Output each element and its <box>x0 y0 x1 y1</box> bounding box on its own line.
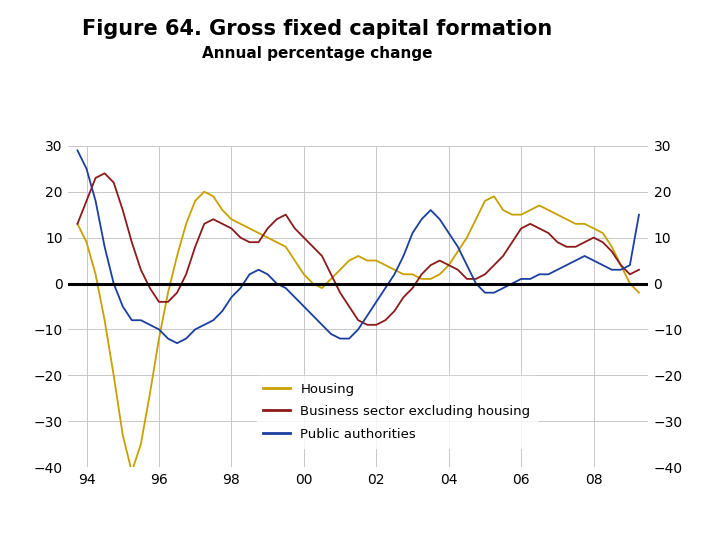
Housing <box>372 258 381 264</box>
Housing <box>200 188 209 195</box>
Business sector excluding housing <box>372 321 381 328</box>
Line: Housing: Housing <box>78 192 639 472</box>
Public authorities <box>173 340 181 347</box>
Housing <box>73 221 82 227</box>
Housing <box>481 198 490 204</box>
Business sector excluding housing <box>634 267 643 273</box>
Line: Business sector excluding housing: Business sector excluding housing <box>78 173 639 325</box>
Public authorities <box>345 335 354 342</box>
Business sector excluding housing <box>236 234 245 241</box>
Housing <box>354 253 362 259</box>
Public authorities <box>236 285 245 292</box>
Public authorities <box>254 267 263 273</box>
Housing <box>264 234 272 241</box>
Text: Figure 64. Gross fixed capital formation: Figure 64. Gross fixed capital formation <box>81 19 552 39</box>
Public authorities <box>626 262 634 268</box>
Business sector excluding housing <box>345 303 354 309</box>
Business sector excluding housing <box>73 221 82 227</box>
Business sector excluding housing <box>363 321 372 328</box>
Housing <box>127 468 136 475</box>
Housing <box>626 280 634 287</box>
Business sector excluding housing <box>100 170 109 177</box>
Line: Public authorities: Public authorities <box>78 151 639 343</box>
Business sector excluding housing <box>626 271 634 278</box>
Legend: Housing, Business sector excluding housing, Public authorities: Housing, Business sector excluding housi… <box>257 376 537 448</box>
Business sector excluding housing <box>254 239 263 245</box>
Public authorities <box>472 280 480 287</box>
Housing <box>246 225 254 232</box>
Public authorities <box>363 312 372 319</box>
Public authorities <box>73 147 82 154</box>
Text: Source: Statistics Sweden: Source: Statistics Sweden <box>486 519 702 534</box>
Housing <box>634 289 643 296</box>
Text: Annual percentage change: Annual percentage change <box>202 46 432 61</box>
Public authorities <box>634 212 643 218</box>
Business sector excluding housing <box>481 271 490 278</box>
